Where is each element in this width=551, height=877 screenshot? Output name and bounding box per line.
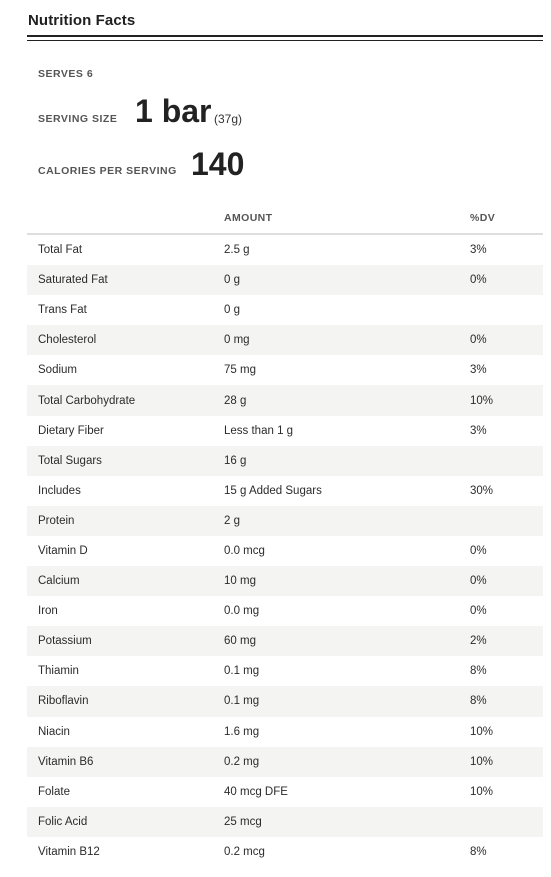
nutrient-amount: 28 g — [224, 394, 247, 407]
nutrient-name: Vitamin D — [38, 544, 88, 557]
nutrient-amount: 40 mcg DFE — [224, 785, 288, 798]
nutrient-name: Total Sugars — [38, 454, 102, 467]
nutrient-dv: 10% — [470, 755, 494, 768]
nutrient-amount: 1.6 mg — [224, 725, 260, 738]
table-row: Folic Acid 25 mcg — [27, 806, 543, 837]
nutrient-name: Thiamin — [38, 665, 79, 678]
nutrient-table: Total Fat 2.5 g 3% Saturated Fat 0 g 0% Trans … — [27, 235, 543, 867]
serving-size-grams: (37g) — [214, 112, 243, 126]
table-row: Saturated Fat 0 g 0% — [27, 265, 543, 296]
serving-size-label: SERVING SIZE — [38, 113, 118, 125]
nutrient-amount: 0 g — [224, 274, 240, 287]
nutrient-name: Iron — [38, 605, 58, 618]
nutrient-name: Calcium — [38, 575, 80, 588]
header-divider — [27, 233, 543, 235]
nutrient-dv: 8% — [470, 665, 487, 678]
table-row: Dietary Fiber Less than 1 g 3% — [27, 416, 543, 446]
table-row: Vitamin B6 0.2 mg 10% — [27, 746, 543, 777]
table-row: Niacin 1.6 mg 10% — [27, 717, 543, 747]
table-row: Cholesterol 0 mg 0% — [27, 325, 543, 356]
nutrient-name: Vitamin B12 — [38, 845, 100, 858]
nutrient-amount: 2 g — [224, 514, 240, 527]
nutrient-amount: 60 mg — [224, 635, 256, 648]
nutrient-dv: 0% — [470, 544, 487, 557]
table-row: Potassium 60 mg 2% — [27, 626, 543, 657]
nutrient-amount: Less than 1 g — [224, 424, 294, 437]
nutrient-amount: 0.0 mcg — [224, 544, 265, 557]
nutrient-amount: 2.5 g — [224, 244, 250, 257]
nutrient-dv: 10% — [470, 785, 494, 798]
nutrient-name: Includes — [38, 484, 81, 497]
nutrient-dv: 8% — [470, 845, 487, 858]
title-rule-thin — [27, 40, 543, 41]
nutrient-name: Cholesterol — [38, 334, 97, 347]
table-row: Sodium 75 mg 3% — [27, 355, 543, 385]
nutrient-name: Saturated Fat — [38, 274, 108, 287]
nutrient-amount: 25 mcg — [224, 815, 262, 828]
table-row: Trans Fat 0 g — [27, 295, 543, 325]
nutrient-name: Folate — [38, 785, 70, 798]
nutrient-amount: 15 g Added Sugars — [224, 484, 322, 497]
nutrient-dv: 30% — [470, 484, 494, 497]
table-row: Protein 2 g — [27, 505, 543, 536]
nutrient-dv: 3% — [470, 424, 487, 437]
table-row: Includes 15 g Added Sugars 30% — [27, 476, 543, 506]
nutrient-amount: 0.2 mg — [224, 755, 260, 768]
calories-value: 140 — [191, 146, 245, 182]
table-row: Total Fat 2.5 g 3% — [27, 235, 543, 265]
nutrient-name: Vitamin B6 — [38, 755, 94, 768]
amount-column-header: AMOUNT — [224, 212, 273, 224]
nutrient-name: Niacin — [38, 725, 70, 738]
page-title: Nutrition Facts — [28, 12, 136, 29]
nutrient-amount: 10 mg — [224, 575, 256, 588]
nutrient-amount: 0.1 mg — [224, 695, 260, 708]
table-row: Vitamin B12 0.2 mcg 8% — [27, 837, 543, 867]
nutrient-dv: 0% — [470, 274, 487, 287]
nutrient-dv: 10% — [470, 394, 494, 407]
nutrient-name: Sodium — [38, 364, 77, 377]
nutrient-name: Folic Acid — [38, 815, 88, 828]
nutrient-dv: 2% — [470, 635, 487, 648]
nutrient-amount: 75 mg — [224, 364, 256, 377]
serving-size-value: 1 bar — [135, 93, 212, 129]
nutrient-dv: 3% — [470, 244, 487, 257]
table-row: Calcium 10 mg 0% — [27, 566, 543, 597]
serves-label: SERVES 6 — [38, 68, 94, 80]
nutrient-dv: 3% — [470, 364, 487, 377]
nutrient-name: Trans Fat — [38, 304, 87, 317]
table-row: Total Carbohydrate 28 g 10% — [27, 385, 543, 416]
nutrient-amount: 0.2 mcg — [224, 845, 265, 858]
table-row: Thiamin 0.1 mg 8% — [27, 656, 543, 686]
title-rule-thick — [27, 35, 543, 37]
table-row: Iron 0.0 mg 0% — [27, 596, 543, 626]
nutrient-amount: 0.0 mg — [224, 605, 260, 618]
nutrient-amount: 0.1 mg — [224, 665, 260, 678]
nutrient-name: Total Fat — [38, 244, 83, 257]
table-row: Total Sugars 16 g — [27, 445, 543, 476]
nutrient-dv: 0% — [470, 605, 487, 618]
nutrient-amount: 0 g — [224, 304, 240, 317]
calories-label: CALORIES PER SERVING — [38, 165, 177, 177]
table-row: Folate 40 mcg DFE 10% — [27, 777, 543, 807]
nutrient-name: Potassium — [38, 635, 92, 648]
nutrient-dv: 0% — [470, 575, 487, 588]
dv-column-header: %DV — [470, 212, 496, 224]
table-row: Riboflavin 0.1 mg 8% — [27, 686, 543, 717]
table-row: Vitamin D 0.0 mcg 0% — [27, 536, 543, 566]
nutrient-amount: 16 g — [224, 454, 247, 467]
nutrient-name: Riboflavin — [38, 695, 89, 708]
nutrient-name: Total Carbohydrate — [38, 394, 136, 407]
nutrient-name: Dietary Fiber — [38, 424, 104, 437]
nutrient-dv: 8% — [470, 695, 487, 708]
nutrient-dv: 10% — [470, 725, 494, 738]
nutrient-amount: 0 mg — [224, 334, 250, 347]
nutrient-name: Protein — [38, 514, 75, 527]
nutrient-dv: 0% — [470, 334, 487, 347]
